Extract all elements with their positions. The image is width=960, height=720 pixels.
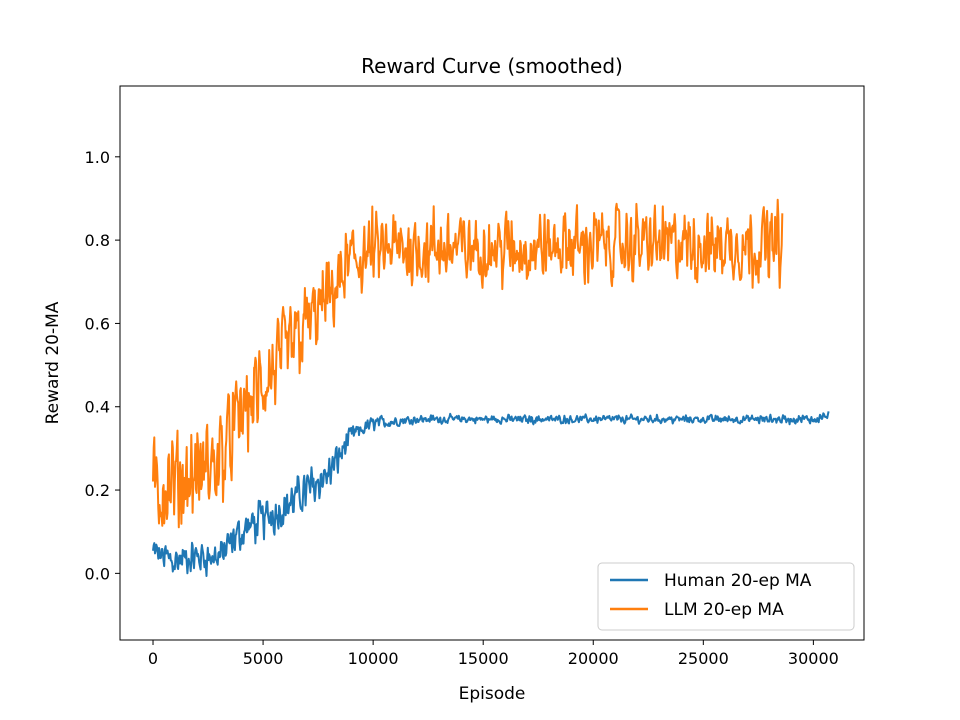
plot-frame bbox=[119, 85, 865, 641]
y-axis-label: Reward 20-MA bbox=[43, 301, 63, 424]
x-tick-label: 25000 bbox=[678, 649, 729, 668]
y-axis-ticks: 0.0 0.2 0.4 0.6 0.8 1.0 bbox=[85, 148, 120, 583]
series-line-human bbox=[152, 411, 830, 577]
x-axis-ticks: 0 5000 10000 15000 20000 25000 30000 bbox=[148, 640, 839, 668]
x-tick-label: 20000 bbox=[568, 649, 619, 668]
legend-label-llm: LLM 20-ep MA bbox=[664, 600, 784, 620]
y-tick-label: 0.2 bbox=[85, 481, 110, 500]
y-tick-label: 0.6 bbox=[85, 314, 110, 333]
legend: Human 20-ep MA LLM 20-ep MA bbox=[597, 562, 855, 631]
series-line-llm bbox=[152, 198, 784, 529]
y-tick-label: 0.4 bbox=[85, 398, 110, 417]
x-axis-label: Episode bbox=[459, 684, 526, 704]
chart-title: Reward Curve (smoothed) bbox=[361, 54, 623, 78]
x-tick-label: 0 bbox=[148, 649, 158, 668]
y-tick-label: 1.0 bbox=[85, 148, 110, 167]
y-tick-label: 0.8 bbox=[85, 231, 110, 250]
x-tick-label: 5000 bbox=[243, 649, 284, 668]
x-tick-label: 15000 bbox=[458, 649, 509, 668]
legend-label-human: Human 20-ep MA bbox=[664, 571, 812, 591]
x-tick-label: 10000 bbox=[348, 649, 399, 668]
legend-box bbox=[597, 562, 855, 631]
y-tick-label: 0.0 bbox=[85, 564, 110, 583]
x-tick-label: 30000 bbox=[788, 649, 839, 668]
series-layer bbox=[152, 198, 830, 577]
